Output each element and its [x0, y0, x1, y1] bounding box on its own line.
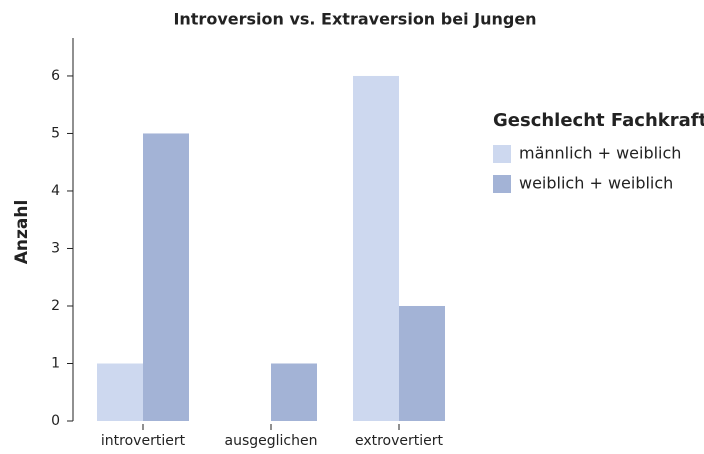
bar [271, 363, 317, 421]
y-tick-label: 3 [51, 240, 60, 256]
legend-label: männlich + weiblich [519, 144, 681, 163]
y-tick-label: 0 [51, 413, 60, 429]
bar [399, 305, 445, 421]
legend-swatch [493, 175, 511, 193]
legend-label: weiblich + weiblich [519, 174, 673, 193]
y-tick-label: 4 [51, 183, 60, 199]
y-tick-label: 1 [51, 355, 60, 371]
bar [143, 133, 189, 421]
bar [97, 363, 143, 421]
y-axis-label: Anzahl [12, 200, 32, 265]
y-tick-label: 6 [51, 68, 60, 84]
x-tick-label: introvertiert [101, 433, 186, 449]
y-tick-label: 2 [51, 298, 60, 314]
y-tick-label: 5 [51, 125, 60, 141]
legend-title: Geschlecht Fachkraft [493, 110, 704, 131]
legend-swatch [493, 145, 511, 163]
x-tick-label: extrovertiert [355, 433, 444, 449]
bar [353, 75, 399, 421]
chart-title: Introversion vs. Extraversion bei Jungen [173, 10, 536, 29]
x-tick-label: ausgeglichen [225, 433, 318, 449]
